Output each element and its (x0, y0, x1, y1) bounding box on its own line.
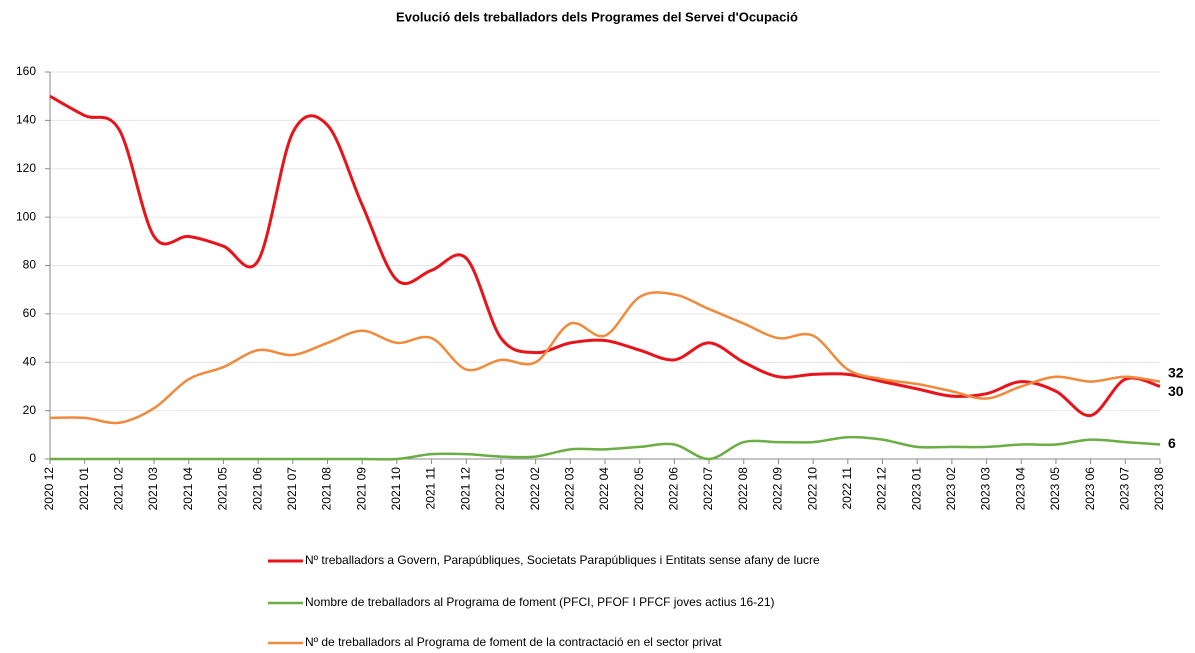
y-tick-label: 140 (16, 113, 36, 127)
series-line (49, 94, 1161, 417)
y-tick-label: 0 (29, 451, 36, 465)
x-tick-label: 2022 09 (771, 467, 785, 511)
x-tick-label: 2022 08 (736, 467, 750, 511)
x-tick-label: 2022 10 (805, 467, 819, 511)
x-tick-label: 2022 07 (701, 467, 715, 511)
x-tick-label: 2021 11 (424, 467, 438, 510)
legend-label: Nombre de treballadors al Programa de fo… (305, 595, 775, 609)
x-tick-label: 2023 05 (1048, 467, 1062, 511)
x-tick-label: 2023 01 (909, 467, 923, 511)
chart-title: Evolució dels treballadors dels Programe… (396, 9, 798, 24)
x-tick-label: 2022 05 (632, 467, 646, 511)
y-tick-label: 100 (16, 209, 36, 223)
x-tick-label: 2023 08 (1152, 467, 1166, 511)
x-tick-label: 2022 01 (493, 467, 507, 511)
x-tick-label: 2023 04 (1013, 467, 1027, 511)
y-tick-label: 160 (16, 64, 36, 78)
x-tick-label: 2023 06 (1083, 467, 1097, 511)
x-tick-label: 2023 03 (979, 467, 993, 511)
x-tick-label: 2020 12 (42, 467, 56, 511)
x-tick-label: 2023 07 (1117, 467, 1131, 511)
y-tick-label: 40 (23, 354, 37, 368)
x-tick-label: 2021 08 (320, 467, 334, 511)
x-tick-label: 2021 04 (181, 467, 195, 511)
end-label: 6 (1168, 435, 1176, 451)
x-tick-label: 2022 11 (840, 467, 854, 510)
x-tick-label: 2022 03 (562, 467, 576, 511)
x-tick-label: 2021 03 (146, 467, 160, 511)
x-tick-label: 2022 12 (875, 467, 889, 511)
end-label: 32 (1168, 364, 1184, 380)
x-tick-label: 2021 01 (77, 467, 91, 511)
y-tick-label: 80 (23, 258, 37, 272)
x-tick-label: 2022 04 (597, 467, 611, 511)
x-tick-label: 2023 02 (944, 467, 958, 511)
end-label: 30 (1168, 383, 1184, 399)
legend-label: Nº treballadors a Govern, Parapúbliques,… (305, 553, 820, 567)
x-tick-label: 2021 07 (285, 467, 299, 511)
y-tick-label: 20 (23, 403, 37, 417)
y-tick-label: 60 (23, 306, 37, 320)
x-tick-label: 2021 10 (389, 467, 403, 511)
series-line (49, 291, 1161, 425)
x-tick-label: 2021 02 (112, 467, 126, 511)
x-tick-label: 2021 05 (216, 467, 230, 511)
x-tick-label: 2021 12 (458, 467, 472, 511)
y-tick-label: 120 (16, 161, 36, 175)
x-tick-label: 2022 02 (528, 467, 542, 511)
legend-label: Nº de treballadors al Programa de foment… (305, 635, 722, 649)
x-tick-label: 2021 06 (250, 467, 264, 511)
series-line (50, 435, 1161, 461)
x-tick-label: 2022 06 (667, 467, 681, 511)
x-tick-label: 2021 09 (354, 467, 368, 511)
